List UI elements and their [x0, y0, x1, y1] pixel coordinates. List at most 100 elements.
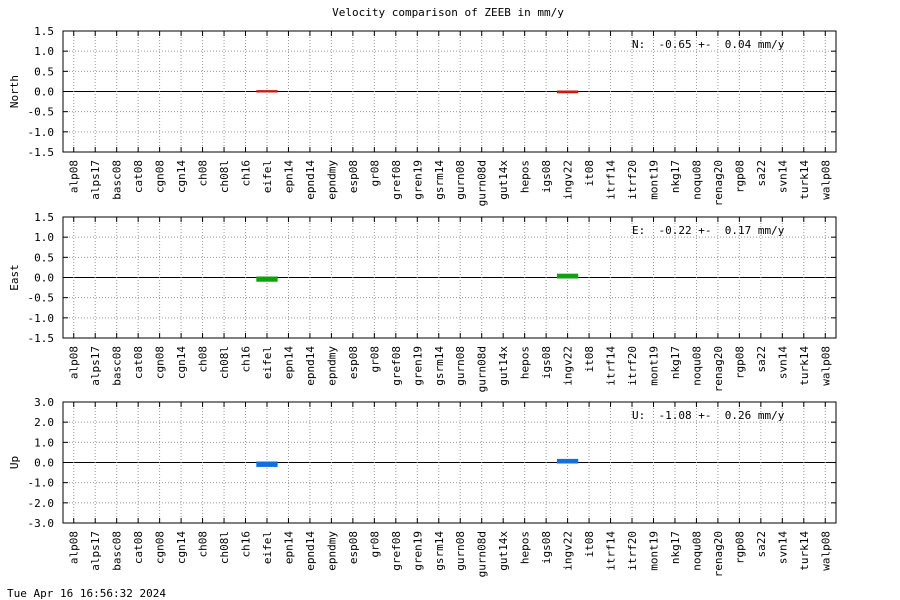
- x-tick-label: ch16: [240, 346, 253, 373]
- y-tick-label: 0.0: [34, 457, 54, 470]
- x-tick-label: alps17: [89, 346, 102, 386]
- x-tick-label: cgn08: [154, 160, 167, 193]
- x-tick-label: basc08: [111, 346, 124, 386]
- x-tick-label: rgp08: [733, 346, 746, 379]
- x-tick-label: ingv22: [562, 346, 575, 386]
- x-tick-label: gref08: [390, 531, 403, 571]
- x-tick-label: gren19: [411, 531, 424, 571]
- x-tick-label: gsrm14: [433, 346, 446, 386]
- x-tick-label: gren19: [411, 160, 424, 200]
- bar: [256, 461, 278, 467]
- x-tick-label: noqu08: [690, 160, 703, 200]
- x-tick-label: igs08: [540, 346, 553, 379]
- y-axis-label: Up: [8, 456, 21, 469]
- x-tick-label: nkg17: [669, 346, 682, 379]
- x-tick-label: hepos: [519, 160, 532, 193]
- x-tick-label: rgp08: [733, 160, 746, 193]
- x-tick-label: cgn14: [175, 346, 188, 379]
- y-tick-label: 1.5: [34, 25, 54, 38]
- x-tick-label: mont19: [647, 531, 660, 571]
- x-tick-label: gurn08: [454, 346, 467, 386]
- annotation: U: -1.08 +- 0.26 mm/y: [632, 409, 785, 422]
- bar: [556, 273, 579, 279]
- x-tick-label: noqu08: [690, 346, 703, 386]
- x-tick-label: rgp08: [733, 531, 746, 564]
- x-tick-label: ch08l: [218, 160, 231, 193]
- y-tick-label: -1.0: [28, 126, 55, 139]
- x-tick-label: renag20: [712, 531, 725, 577]
- x-tick-label: cat08: [132, 346, 145, 379]
- x-tick-label: gr08: [368, 160, 381, 187]
- y-tick-label: 1.0: [34, 45, 54, 58]
- x-tick-label: basc08: [111, 531, 124, 571]
- bar: [556, 90, 579, 94]
- y-tick-label: -1.0: [28, 477, 55, 490]
- x-tick-label: gref08: [390, 346, 403, 386]
- x-tick-label: walp08: [819, 160, 832, 200]
- x-tick-label: igs08: [540, 531, 553, 564]
- x-tick-label: sa22: [755, 346, 768, 373]
- plot-frame: [62, 216, 837, 339]
- x-tick-label: alp08: [68, 160, 81, 193]
- x-tick-label: itrf20: [626, 346, 639, 386]
- y-axis-label: East: [8, 264, 21, 291]
- y-tick-label: -0.5: [28, 292, 55, 305]
- x-tick-label: epndmy: [325, 160, 338, 200]
- x-tick-label: ch08l: [218, 346, 231, 379]
- x-tick-label: hepos: [519, 346, 532, 379]
- x-tick-label: basc08: [111, 160, 124, 200]
- x-tick-label: epndmy: [325, 531, 338, 571]
- x-tick-label: itrf20: [626, 160, 639, 200]
- y-tick-label: -1.5: [28, 332, 55, 345]
- x-tick-label: epn14: [282, 346, 295, 379]
- x-tick-label: ch08: [197, 531, 210, 558]
- x-tick-label: svn14: [776, 531, 789, 564]
- x-tick-label: svn14: [776, 160, 789, 193]
- x-tick-label: esp08: [347, 346, 360, 379]
- x-tick-label: gren19: [411, 346, 424, 386]
- x-tick-label: gurn08d: [476, 531, 489, 577]
- x-tick-label: it08: [583, 160, 596, 187]
- x-tick-label: ch08: [197, 346, 210, 373]
- x-tick-label: itrf14: [605, 531, 618, 571]
- x-tick-label: svn14: [776, 346, 789, 379]
- x-tick-label: mont19: [647, 346, 660, 386]
- bar: [556, 458, 579, 464]
- x-tick-label: alps17: [89, 160, 102, 200]
- x-tick-label: eifel: [261, 531, 274, 564]
- x-tick-label: epnd14: [304, 160, 317, 200]
- x-tick-label: gurn08: [454, 531, 467, 571]
- x-tick-label: igs08: [540, 160, 553, 193]
- x-tick-label: gurn08d: [476, 346, 489, 392]
- x-tick-label: nkg17: [669, 531, 682, 564]
- x-tick-label: itrf14: [605, 160, 618, 200]
- x-tick-label: epn14: [282, 531, 295, 564]
- x-tick-label: alp08: [68, 346, 81, 379]
- y-tick-label: 3.0: [34, 396, 54, 409]
- x-tick-label: itrf14: [605, 346, 618, 386]
- x-tick-label: walp08: [819, 346, 832, 386]
- x-tick-label: itrf20: [626, 531, 639, 571]
- x-tick-label: gr08: [368, 531, 381, 558]
- y-tick-label: 0.0: [34, 86, 54, 99]
- y-tick-label: 0.5: [34, 65, 54, 78]
- x-tick-label: cgn14: [175, 531, 188, 564]
- x-tick-label: turk14: [798, 531, 811, 571]
- x-tick-label: gut14x: [497, 346, 510, 386]
- chart-title: Velocity comparison of ZEEB in mm/y: [332, 6, 564, 19]
- x-tick-label: gurn08d: [476, 160, 489, 206]
- x-tick-label: cat08: [132, 531, 145, 564]
- y-tick-label: 0.5: [34, 251, 54, 264]
- x-tick-label: ch08l: [218, 531, 231, 564]
- x-tick-label: mont19: [647, 160, 660, 200]
- x-tick-label: esp08: [347, 160, 360, 193]
- x-tick-label: gurn08: [454, 160, 467, 200]
- x-tick-label: gut14x: [497, 531, 510, 571]
- x-tick-label: gsrm14: [433, 531, 446, 571]
- x-tick-label: gr08: [368, 346, 381, 373]
- y-tick-label: -3.0: [28, 517, 55, 530]
- y-tick-label: -1.5: [28, 146, 55, 159]
- timestamp: Tue Apr 16 16:56:32 2024: [7, 587, 166, 600]
- plot-frame: [62, 30, 837, 153]
